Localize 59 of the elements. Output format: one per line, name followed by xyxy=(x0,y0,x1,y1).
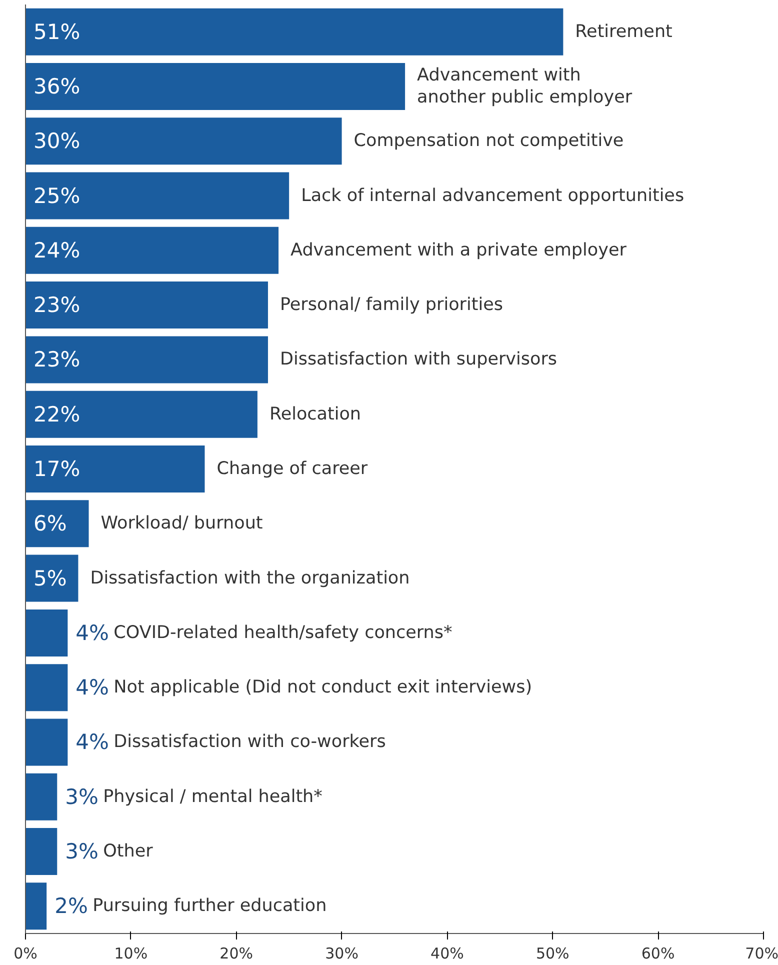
x-tick-label: 60% xyxy=(641,944,675,962)
bar xyxy=(26,390,258,438)
data-label: 24% xyxy=(34,238,80,262)
x-tick-label: 30% xyxy=(325,944,358,962)
y-tick-label: Change of career xyxy=(216,459,368,479)
bar xyxy=(26,828,58,876)
data-label: 23% xyxy=(34,293,80,318)
bar xyxy=(26,554,78,602)
y-tick-label: Not applicable (Did not conduct exit interviews) xyxy=(114,678,532,698)
bar xyxy=(26,118,342,165)
bar xyxy=(26,664,68,712)
data-label: 4% xyxy=(76,676,109,700)
bar xyxy=(26,773,58,820)
x-tick-label: 70% xyxy=(745,944,778,962)
y-tick-label: Advancement with another public employer xyxy=(417,65,633,108)
y-tick-label: Lack of internal advancement opportunities xyxy=(301,186,684,206)
data-label: 3% xyxy=(65,840,98,864)
y-tick-label: Pursuing further education xyxy=(92,896,327,916)
x-tick-label: 10% xyxy=(114,944,148,962)
y-tick-label: Compensation not competitive xyxy=(354,131,624,152)
data-label: 4% xyxy=(76,620,109,645)
data-label: 23% xyxy=(34,348,80,372)
bar xyxy=(26,718,68,766)
bar xyxy=(26,282,268,329)
bar xyxy=(26,336,268,384)
bar xyxy=(26,882,47,930)
bar xyxy=(26,500,89,548)
bar xyxy=(26,226,279,274)
data-label: 17% xyxy=(34,457,80,481)
bar xyxy=(26,609,68,656)
bar xyxy=(26,172,290,220)
data-label: 5% xyxy=(34,566,67,590)
data-label: 3% xyxy=(65,784,98,809)
y-tick-label: Workload/ burnout xyxy=(100,514,263,534)
data-label: 4% xyxy=(76,730,109,754)
data-label: 51% xyxy=(34,20,80,44)
data-label: 2% xyxy=(54,894,88,918)
y-tick-label: Physical / mental health* xyxy=(103,786,323,807)
bar xyxy=(26,8,564,56)
x-tick-label: 0% xyxy=(14,944,38,962)
y-tick-label: Advancement with a private employer xyxy=(290,240,628,260)
data-label: 36% xyxy=(34,74,80,98)
x-tick-label: 50% xyxy=(536,944,570,962)
y-tick-label: Dissatisfaction with the organization xyxy=(90,568,410,588)
y-tick-label: Relocation xyxy=(269,404,362,424)
bar xyxy=(26,446,205,492)
bar xyxy=(26,62,406,110)
y-tick-label: Dissatisfaction with supervisors xyxy=(280,350,558,370)
x-tick-label: 40% xyxy=(430,944,464,962)
y-tick-label: Retirement xyxy=(575,22,673,42)
y-tick-label: Personal/ family priorities xyxy=(280,295,503,316)
data-label: 25% xyxy=(34,184,80,208)
data-label: 30% xyxy=(34,129,80,154)
data-label: 22% xyxy=(34,402,80,426)
x-tick-label: 20% xyxy=(220,944,254,962)
y-tick-label: Other xyxy=(103,842,154,862)
y-tick-label: Dissatisfaction with co-workers xyxy=(114,732,386,752)
y-tick-label: COVID-related health/safety concerns* xyxy=(114,622,452,643)
data-label: 6% xyxy=(34,512,67,536)
